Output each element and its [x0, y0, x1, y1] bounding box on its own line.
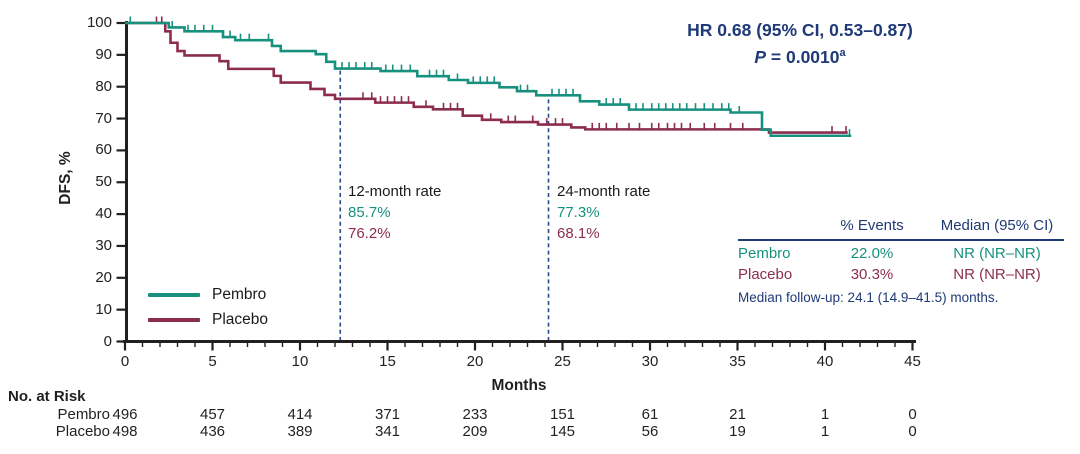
y-tick-label: 0	[103, 332, 112, 350]
stats-row-label: Pembro	[738, 245, 791, 262]
at-risk-count: 56	[641, 423, 659, 440]
at-risk-count: 61	[641, 406, 659, 423]
at-risk-count: 341	[374, 423, 401, 440]
y-tick-label: 30	[95, 236, 112, 254]
at-risk-row-label-pembro: Pembro	[57, 406, 110, 423]
x-tick-label: 20	[466, 353, 484, 370]
x-tick-label: 0	[120, 353, 130, 370]
placebo-line-swatch	[148, 318, 200, 322]
landmark-12-month: 12-month rate 85.7% 76.2%	[348, 181, 441, 244]
landmark-pembro-rate: 85.7%	[348, 204, 391, 221]
x-axis-title: Months	[491, 377, 547, 394]
stats-header-median: Median (95% CI)	[930, 217, 1064, 241]
at-risk-count: 498	[112, 423, 138, 440]
at-risk-count: 496	[112, 406, 138, 423]
at-risk-count: 371	[374, 406, 401, 423]
at-risk-count: 209	[462, 423, 488, 440]
x-tick-label: 35	[729, 353, 746, 370]
at-risk-count: 414	[287, 406, 313, 423]
at-risk-count: 0	[908, 406, 917, 423]
at-risk-count: 1	[820, 423, 830, 440]
stats-events-value: 30.3%	[850, 266, 894, 283]
at-risk-count: 436	[199, 423, 226, 440]
hr-text: HR 0.68 (95% CI, 0.53–0.87)	[687, 20, 913, 40]
y-tick-label: 80	[95, 77, 112, 95]
stats-median-value: NR (NR–NR)	[953, 245, 1041, 262]
at-risk-row-label-placebo: Placebo	[55, 423, 110, 440]
pembro-line-swatch	[148, 293, 200, 297]
x-tick-label: 25	[554, 353, 571, 370]
x-tick-label: 15	[379, 353, 396, 370]
hazard-ratio-annotation: HR 0.68 (95% CI, 0.53–0.87) P = 0.0010a	[560, 19, 1040, 69]
y-tick-label: 100	[86, 14, 112, 31]
landmark-placebo-rate: 68.1%	[557, 225, 600, 242]
at-risk-count: 19	[729, 423, 746, 440]
at-risk-count: 233	[462, 406, 488, 423]
legend-label: Pembro	[212, 286, 267, 303]
landmark-24-month: 24-month rate 77.3% 68.1%	[557, 181, 650, 244]
landmark-title: 24-month rate	[557, 183, 651, 200]
km-curve-pembro	[125, 21, 852, 138]
summary-stats-table: % Events Median (95% CI) Pembro 22.0% NR…	[738, 217, 1064, 305]
stats-corner-cell	[738, 217, 814, 241]
legend: Pembro Placebo	[148, 286, 269, 328]
x-tick-label: 10	[291, 353, 309, 370]
y-tick-label: 40	[95, 205, 112, 223]
x-tick-label: 45	[904, 353, 921, 370]
x-tick-label: 40	[816, 353, 834, 370]
at-risk-count: 21	[729, 406, 746, 423]
y-tick-label: 90	[95, 45, 112, 63]
at-risk-count: 145	[549, 423, 576, 440]
x-tick-label: 30	[641, 353, 659, 370]
at-risk-count: 151	[549, 406, 576, 423]
y-tick-label: 50	[95, 173, 112, 191]
stats-row-label: Placebo	[738, 266, 793, 283]
legend-label: Placebo	[212, 311, 269, 328]
at-risk-count: 0	[908, 423, 917, 440]
at-risk-count: 457	[199, 406, 226, 423]
y-tick-label: 70	[95, 109, 112, 127]
at-risk-title: No. at Risk	[8, 388, 86, 405]
stats-median-value: NR (NR–NR)	[953, 266, 1041, 283]
legend-item-pembro: Pembro	[148, 286, 268, 303]
km-curve-placebo	[125, 21, 848, 134]
landmark-placebo-rate: 76.2%	[348, 225, 391, 242]
y-tick-label: 60	[95, 141, 112, 159]
y-tick-label: 10	[95, 300, 112, 318]
landmark-pembro-rate: 77.3%	[557, 204, 600, 221]
stats-events-value: 22.0%	[850, 245, 894, 262]
p-value-text: P = 0.0010a	[754, 46, 846, 67]
at-risk-count: 389	[287, 423, 313, 440]
legend-item-placebo: Placebo	[148, 311, 269, 328]
stats-header-events: % Events	[814, 217, 930, 241]
x-tick-label: 5	[208, 353, 217, 370]
at-risk-count: 1	[820, 406, 830, 423]
landmark-title: 12-month rate	[348, 183, 442, 200]
median-followup-note: Median follow-up: 24.1 (14.9–41.5) month…	[738, 290, 999, 305]
y-tick-label: 20	[95, 268, 112, 286]
